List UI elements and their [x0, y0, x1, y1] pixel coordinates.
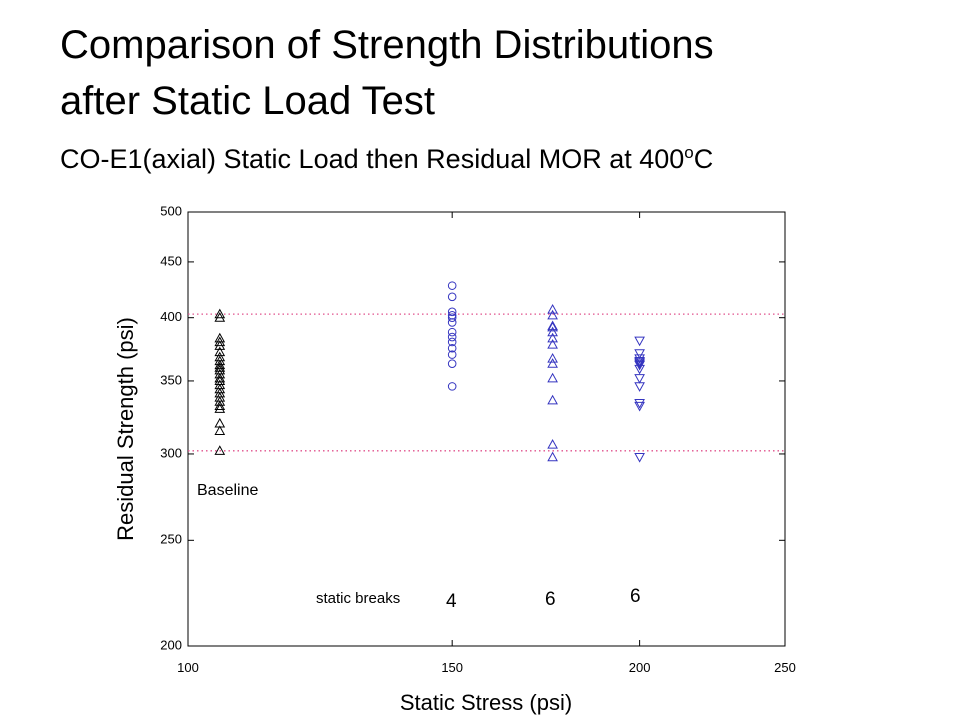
data-point	[214, 368, 226, 379]
y-axis-label: Residual Strength (psi)	[113, 317, 138, 541]
y-tick-label: 500	[160, 203, 182, 218]
data-point	[547, 439, 558, 449]
x-tick-label: 150	[441, 660, 463, 675]
annotation: 6	[630, 586, 641, 607]
data-point	[214, 403, 226, 413]
x-tick-label: 250	[774, 660, 796, 675]
x-tick-label: 100	[177, 660, 199, 675]
data-point	[214, 425, 226, 435]
data-point	[447, 307, 457, 317]
x-axis-label: Static Stress (psi)	[400, 690, 572, 715]
data-point	[634, 382, 645, 392]
chart-subtitle: CO-E1(axial) Static Load then Residual M…	[60, 143, 713, 174]
data-point	[634, 374, 645, 384]
data-point	[214, 312, 226, 322]
data-point	[447, 382, 457, 391]
data-point	[634, 401, 645, 412]
data-point	[447, 359, 457, 368]
data-point	[547, 303, 558, 314]
data-point	[214, 362, 226, 372]
data-point	[214, 355, 226, 366]
chart-title: Comparison of Strength Distributions	[60, 23, 714, 67]
data-point	[447, 332, 457, 342]
y-tick-label: 200	[160, 637, 182, 652]
data-point	[547, 451, 558, 462]
data-point	[447, 318, 457, 327]
data-point	[214, 346, 226, 357]
data-point	[547, 320, 558, 331]
y-tick-label: 350	[160, 372, 182, 387]
data-point	[634, 453, 645, 463]
data-point	[214, 372, 226, 383]
y-tick-label: 300	[160, 445, 182, 460]
annotation: 4	[446, 591, 457, 612]
data-point	[547, 321, 558, 332]
data-point	[634, 364, 645, 375]
data-point	[214, 445, 226, 455]
data-point	[214, 308, 226, 319]
data-point	[547, 358, 558, 368]
annotation: static breaks	[316, 590, 400, 607]
data-point	[447, 313, 457, 322]
chart-title: after Static Load Test	[60, 79, 435, 123]
data-point	[447, 337, 457, 347]
data-point	[214, 340, 226, 350]
data-point	[547, 326, 558, 337]
y-tick-label: 450	[160, 253, 182, 268]
data-point	[634, 358, 645, 368]
y-tick-label: 400	[160, 309, 182, 324]
data-point	[547, 372, 558, 383]
data-point	[214, 336, 226, 347]
data-point	[214, 400, 226, 411]
data-point	[214, 359, 226, 370]
data-point	[634, 349, 645, 359]
data-point	[447, 343, 457, 353]
data-point	[634, 399, 645, 409]
annotation: 6	[545, 589, 556, 610]
data-point	[547, 332, 558, 343]
data-point	[547, 394, 558, 405]
data-point	[547, 309, 558, 320]
data-point	[447, 327, 457, 337]
annotation: Baseline	[197, 482, 258, 499]
x-tick-label: 200	[629, 660, 651, 675]
data-point	[634, 359, 645, 370]
data-point	[447, 292, 457, 302]
plot-frame	[187, 211, 786, 647]
data-point	[547, 338, 558, 349]
data-point	[447, 281, 457, 290]
y-tick-label: 250	[160, 532, 182, 547]
data-point	[547, 352, 558, 363]
data-point	[634, 336, 645, 347]
data-point	[447, 350, 457, 359]
